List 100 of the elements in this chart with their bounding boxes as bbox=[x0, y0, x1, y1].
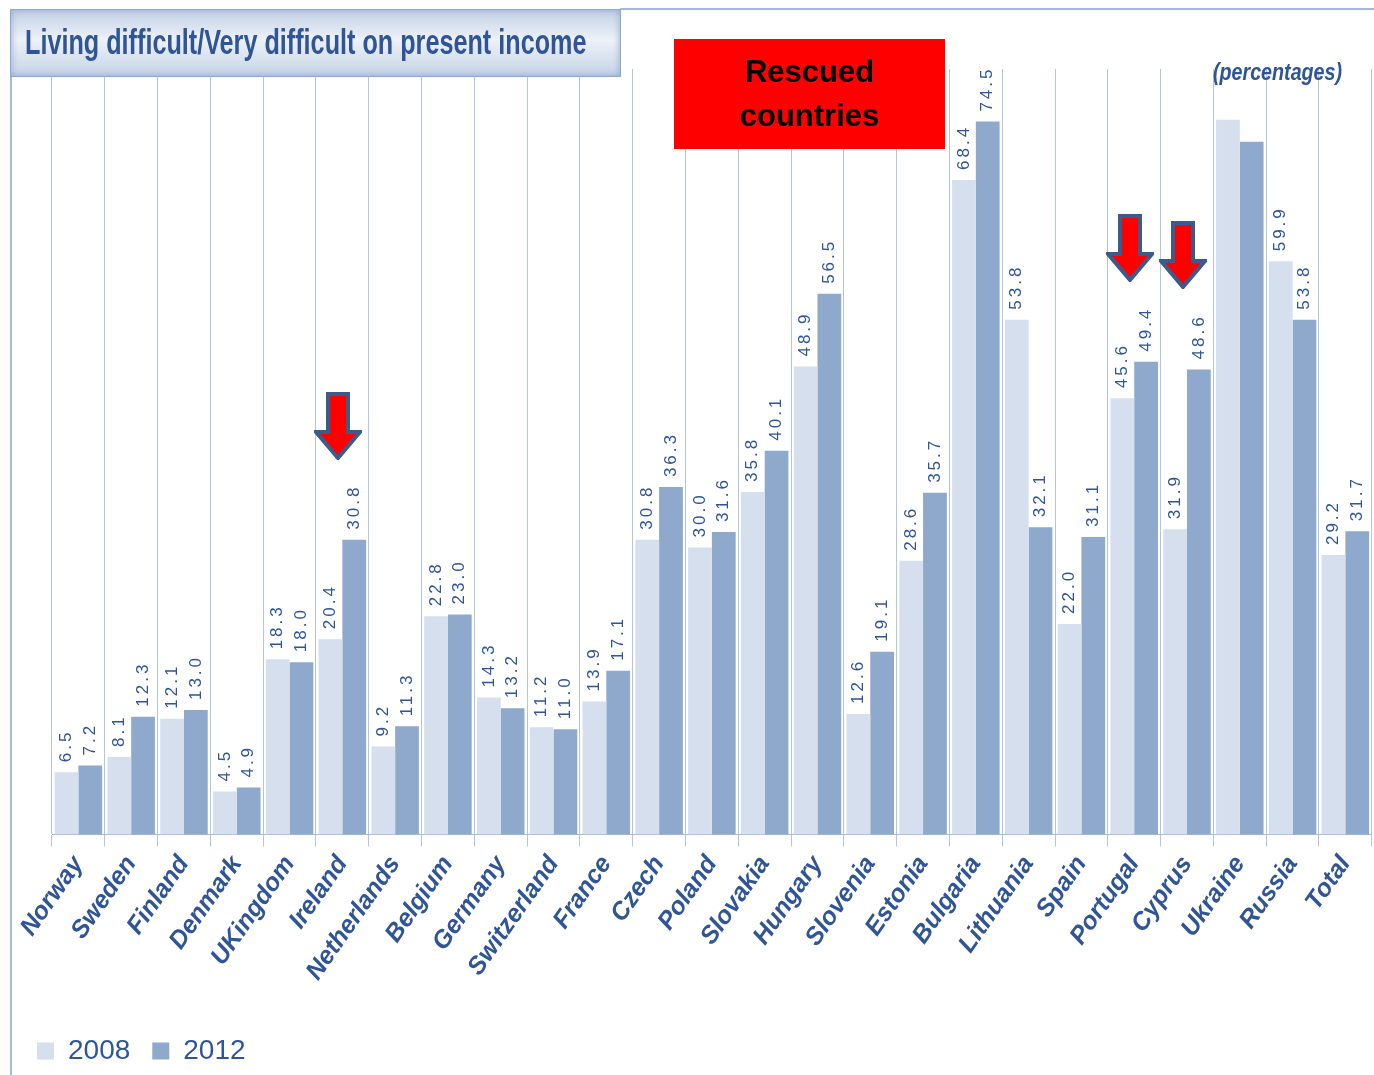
bar bbox=[424, 616, 448, 835]
data-label: 22.0 bbox=[1059, 568, 1079, 614]
data-label: 11.2 bbox=[531, 673, 551, 718]
bar bbox=[131, 716, 155, 835]
data-label: 17.1 bbox=[607, 615, 627, 661]
data-label: 4.9 bbox=[238, 744, 258, 778]
data-label: 12.1 bbox=[161, 663, 181, 709]
bar bbox=[553, 729, 578, 835]
bar bbox=[1345, 531, 1370, 835]
data-label: 8.1 bbox=[109, 714, 128, 747]
data-label: 36.3 bbox=[660, 432, 680, 478]
bar bbox=[78, 765, 103, 835]
data-label: 68.4 bbox=[953, 124, 973, 170]
data-label: 35.7 bbox=[924, 437, 944, 483]
legend-label: 2012 bbox=[183, 1033, 246, 1065]
bar bbox=[447, 614, 472, 835]
bar bbox=[236, 787, 261, 835]
bar bbox=[1216, 119, 1240, 835]
bar bbox=[952, 179, 976, 835]
bar bbox=[606, 670, 631, 835]
data-label: 29.2 bbox=[1323, 499, 1343, 546]
bar bbox=[1239, 141, 1264, 835]
data-label: 31.7 bbox=[1346, 476, 1366, 522]
legend-label: 2008 bbox=[68, 1033, 131, 1065]
chart-title: Living difficult/Very difficult on present income bbox=[25, 22, 587, 62]
bar bbox=[793, 366, 818, 835]
bar bbox=[688, 547, 712, 835]
bar bbox=[213, 791, 237, 835]
data-label: 30.8 bbox=[343, 484, 363, 530]
bar bbox=[870, 651, 895, 835]
data-label: 31.1 bbox=[1082, 481, 1102, 527]
bar bbox=[1321, 555, 1346, 835]
bar bbox=[500, 708, 525, 835]
annotation: (percentages) bbox=[1213, 58, 1343, 86]
data-label: 18.0 bbox=[291, 607, 311, 653]
data-label: 6.5 bbox=[56, 729, 76, 763]
bar bbox=[395, 726, 419, 835]
bar bbox=[1134, 361, 1158, 835]
callout-box: Rescued countries bbox=[674, 39, 945, 149]
bar bbox=[1292, 319, 1317, 835]
data-label: 20.4 bbox=[320, 584, 340, 630]
data-label: 18.3 bbox=[267, 604, 287, 650]
bar bbox=[476, 697, 501, 835]
bar bbox=[1028, 527, 1053, 835]
bar bbox=[764, 450, 789, 835]
data-label: 30.0 bbox=[689, 492, 709, 538]
data-label: 13.9 bbox=[584, 646, 604, 692]
bar bbox=[899, 560, 924, 835]
data-label: 48.6 bbox=[1188, 314, 1208, 360]
data-label: 19.1 bbox=[871, 596, 891, 642]
data-label: 9.2 bbox=[372, 703, 392, 737]
data-label: 11.0 bbox=[555, 675, 575, 720]
data-label: 56.5 bbox=[819, 238, 839, 284]
data-label: 59.9 bbox=[1270, 206, 1290, 252]
bar bbox=[318, 639, 343, 835]
data-label: 49.4 bbox=[1135, 306, 1155, 352]
bar bbox=[1268, 261, 1293, 835]
bar bbox=[1081, 536, 1106, 835]
bar bbox=[1057, 623, 1082, 835]
bar bbox=[265, 659, 290, 835]
data-label: 28.6 bbox=[900, 505, 920, 551]
data-label: 48.9 bbox=[795, 311, 815, 357]
data-label: 32.1 bbox=[1030, 472, 1050, 518]
data-label: 40.1 bbox=[766, 395, 786, 441]
data-label: 12.6 bbox=[848, 658, 868, 704]
bar bbox=[342, 539, 367, 835]
bar bbox=[1163, 529, 1188, 835]
data-label: 22.8 bbox=[425, 561, 445, 607]
data-label: 35.8 bbox=[742, 436, 762, 482]
bar bbox=[1110, 398, 1135, 835]
data-label: 74.5 bbox=[977, 66, 997, 112]
bar bbox=[289, 662, 314, 835]
bar bbox=[529, 727, 554, 835]
data-label: 7.2 bbox=[79, 722, 99, 756]
bar bbox=[817, 293, 842, 835]
bar bbox=[923, 492, 947, 835]
bar bbox=[183, 710, 208, 835]
data-label: 14.3 bbox=[478, 642, 498, 688]
annotation: Rescued countries bbox=[738, 53, 881, 135]
data-label: 53.8 bbox=[1006, 264, 1026, 310]
bar bbox=[711, 532, 736, 835]
bar bbox=[582, 701, 607, 835]
bar bbox=[160, 718, 184, 835]
bar bbox=[54, 772, 79, 835]
data-label: 12.3 bbox=[132, 661, 152, 707]
bar bbox=[635, 539, 660, 835]
bar bbox=[371, 746, 396, 835]
data-label: 31.9 bbox=[1164, 474, 1184, 520]
bar bbox=[1004, 319, 1029, 835]
bar bbox=[740, 491, 765, 835]
data-label: 13.0 bbox=[185, 654, 205, 701]
data-label: 23.0 bbox=[449, 559, 469, 605]
data-label: 30.8 bbox=[636, 484, 656, 530]
bar bbox=[107, 756, 132, 835]
bar bbox=[975, 121, 1000, 835]
data-label: 31.6 bbox=[713, 477, 733, 523]
data-label: 13.2 bbox=[502, 653, 522, 699]
bar bbox=[659, 487, 683, 835]
bar bbox=[846, 713, 871, 835]
data-label: 53.8 bbox=[1294, 264, 1314, 310]
